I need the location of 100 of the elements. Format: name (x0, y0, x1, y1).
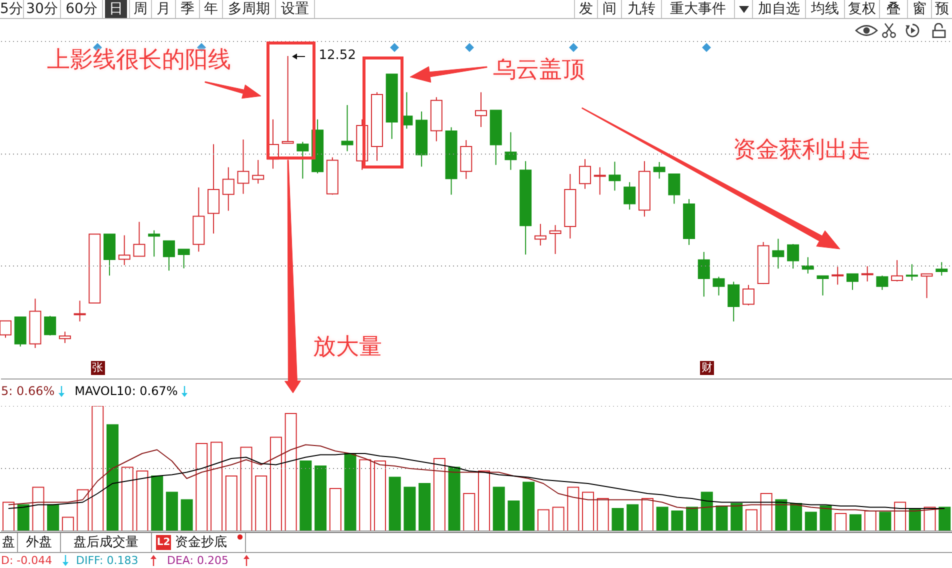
bar (47, 504, 60, 531)
text: 加自选 (758, 1, 800, 17)
bar (463, 493, 476, 531)
bar (210, 442, 223, 531)
bar (404, 486, 416, 531)
text: 设置 (281, 1, 309, 17)
candlestick (341, 105, 354, 152)
bar (820, 506, 832, 531)
bar (344, 453, 356, 531)
text: 外盘 (18, 533, 61, 552)
text: 窗 (912, 1, 926, 17)
bar (92, 406, 104, 531)
bar (537, 509, 550, 531)
bar (790, 503, 802, 531)
bar (834, 513, 847, 531)
bar (225, 476, 238, 531)
bar (730, 503, 743, 531)
bar (478, 470, 490, 531)
text: 财 (700, 361, 714, 375)
annotation: 放大量 (313, 334, 382, 360)
bar (552, 506, 564, 531)
text: 预 (935, 1, 949, 17)
text: 多周期 (228, 1, 270, 17)
candlestick (594, 167, 606, 195)
text: 均线 (811, 1, 839, 17)
text: DEA: 0.205 (167, 554, 228, 567)
bar (300, 460, 312, 531)
annotation: 12.52 (318, 48, 356, 64)
bar (359, 459, 372, 531)
text: 年 (204, 1, 218, 17)
text: 周 (134, 1, 148, 17)
bar (314, 466, 327, 531)
bar (849, 514, 862, 531)
text: 盘后成交量 (61, 533, 152, 552)
text: 5分 (0, 1, 23, 17)
bar (596, 498, 609, 531)
text: 季 (180, 1, 194, 17)
text: 月 (156, 1, 170, 17)
bar (76, 489, 89, 531)
bar (686, 506, 698, 531)
bar (284, 413, 297, 531)
annotation: 资金获利出走 (733, 137, 871, 163)
bar (700, 492, 713, 531)
bar (612, 508, 624, 531)
annotation: 乌云盖顶 (493, 57, 585, 83)
bar (62, 516, 74, 531)
bar (448, 466, 460, 531)
bar (671, 510, 684, 531)
candlestick (74, 300, 86, 322)
bar (17, 504, 30, 531)
bar (775, 499, 788, 531)
bar (641, 498, 654, 531)
bar (196, 443, 208, 531)
bar (166, 492, 178, 531)
bar (656, 506, 668, 531)
text: 张 (90, 361, 105, 375)
text: 间 (602, 1, 616, 17)
bar (567, 486, 580, 531)
bar (745, 509, 758, 531)
bar (760, 493, 772, 531)
bar (374, 460, 386, 531)
text: 日 (105, 0, 127, 18)
bar (522, 482, 535, 531)
text: L2 (156, 535, 171, 550)
bar (879, 512, 892, 531)
text: 叠 (886, 1, 900, 17)
bar (255, 476, 268, 531)
text: 盘 (0, 533, 18, 552)
annotation: 上影线很长的阳线 (47, 47, 231, 73)
bar (329, 488, 342, 531)
bar (626, 504, 639, 531)
bar (240, 446, 252, 531)
text: 资金抄底 (175, 534, 227, 552)
text: D: -0.044 (1, 554, 52, 567)
text: 九转 (628, 1, 656, 17)
bar (582, 492, 594, 531)
bar (151, 476, 164, 531)
candlestick (282, 56, 294, 144)
bar (938, 506, 951, 531)
bar (508, 500, 520, 531)
bar (418, 483, 431, 531)
text: 重大事件 (670, 1, 726, 17)
bar (2, 502, 14, 531)
bar (32, 486, 44, 531)
bar (492, 486, 505, 531)
bar (388, 476, 401, 531)
text: 5: 0.66% (1, 384, 55, 399)
bar (270, 436, 282, 531)
text: DIFF: 0.183 (76, 554, 138, 567)
bar (180, 499, 193, 531)
text: MAVOL10: 0.67% (74, 384, 178, 399)
bar (864, 510, 876, 531)
text: 30分 (26, 1, 58, 17)
bar (716, 506, 728, 531)
bar (106, 424, 119, 531)
bar (433, 458, 446, 531)
text: 发 (579, 1, 593, 17)
bar (136, 470, 148, 531)
text: 复权 (848, 1, 876, 17)
text: 60分 (66, 1, 98, 17)
